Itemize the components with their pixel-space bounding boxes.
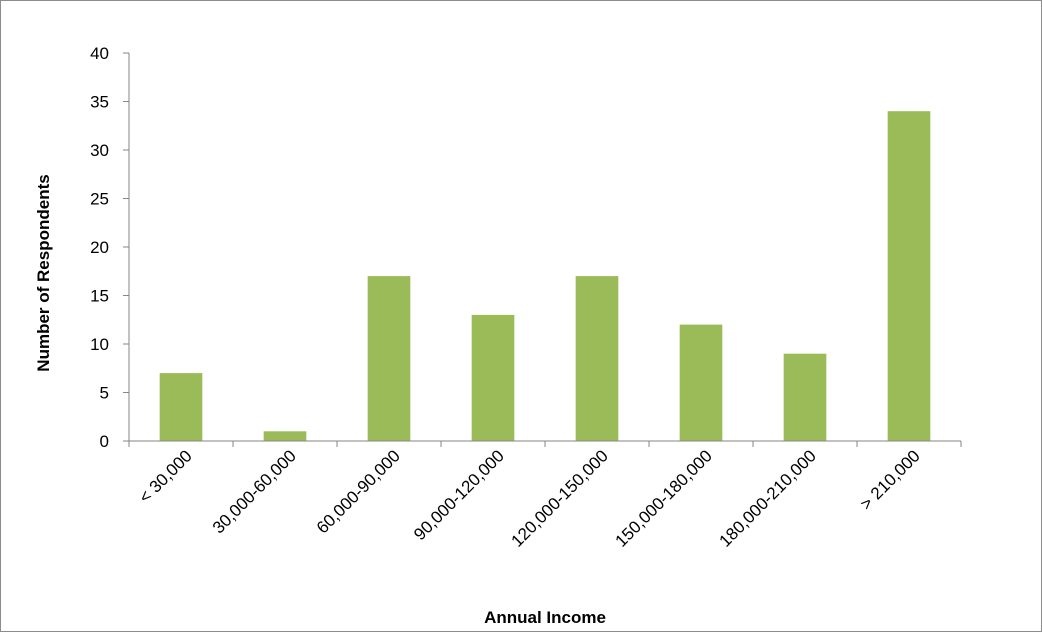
x-axis-title: Annual Income xyxy=(484,608,606,627)
y-tick-label: 5 xyxy=(100,384,109,403)
x-tick-label: 180,000-210,000 xyxy=(715,446,819,550)
y-axis-title: Number of Respondents xyxy=(34,174,53,371)
x-tick-label: 90,000-120,000 xyxy=(410,446,508,544)
y-tick-label: 0 xyxy=(100,432,109,451)
bar xyxy=(263,431,307,441)
x-tick-label: < 30,000 xyxy=(135,446,196,507)
bar xyxy=(679,324,723,441)
y-tick-label: 30 xyxy=(90,141,109,160)
x-tick-label: 60,000-90,000 xyxy=(313,446,404,537)
y-axis-ticks xyxy=(123,52,129,442)
x-tick-labels: < 30,000 30,000-60,000 60,000-90,000 90,000… xyxy=(135,446,924,550)
bar xyxy=(575,276,619,441)
bar xyxy=(887,111,931,441)
bars xyxy=(159,111,931,441)
bar xyxy=(471,314,515,441)
x-axis-ticks xyxy=(128,441,962,447)
bar xyxy=(367,276,411,441)
y-tick-label: 35 xyxy=(90,93,109,112)
y-tick-label: 40 xyxy=(90,44,109,63)
x-tick-label: 150,000-180,000 xyxy=(611,446,715,550)
x-tick-label: 120,000-150,000 xyxy=(507,446,611,550)
y-tick-labels: 0 5 10 15 20 25 30 35 40 xyxy=(90,44,109,451)
y-tick-label: 15 xyxy=(90,287,109,306)
bar xyxy=(159,373,203,441)
x-tick-label: > 210,000 xyxy=(857,446,924,513)
y-tick-label: 10 xyxy=(90,335,109,354)
y-tick-label: 25 xyxy=(90,190,109,209)
y-tick-label: 20 xyxy=(90,238,109,257)
bar xyxy=(783,353,827,441)
x-tick-label: 30,000-60,000 xyxy=(209,446,300,537)
